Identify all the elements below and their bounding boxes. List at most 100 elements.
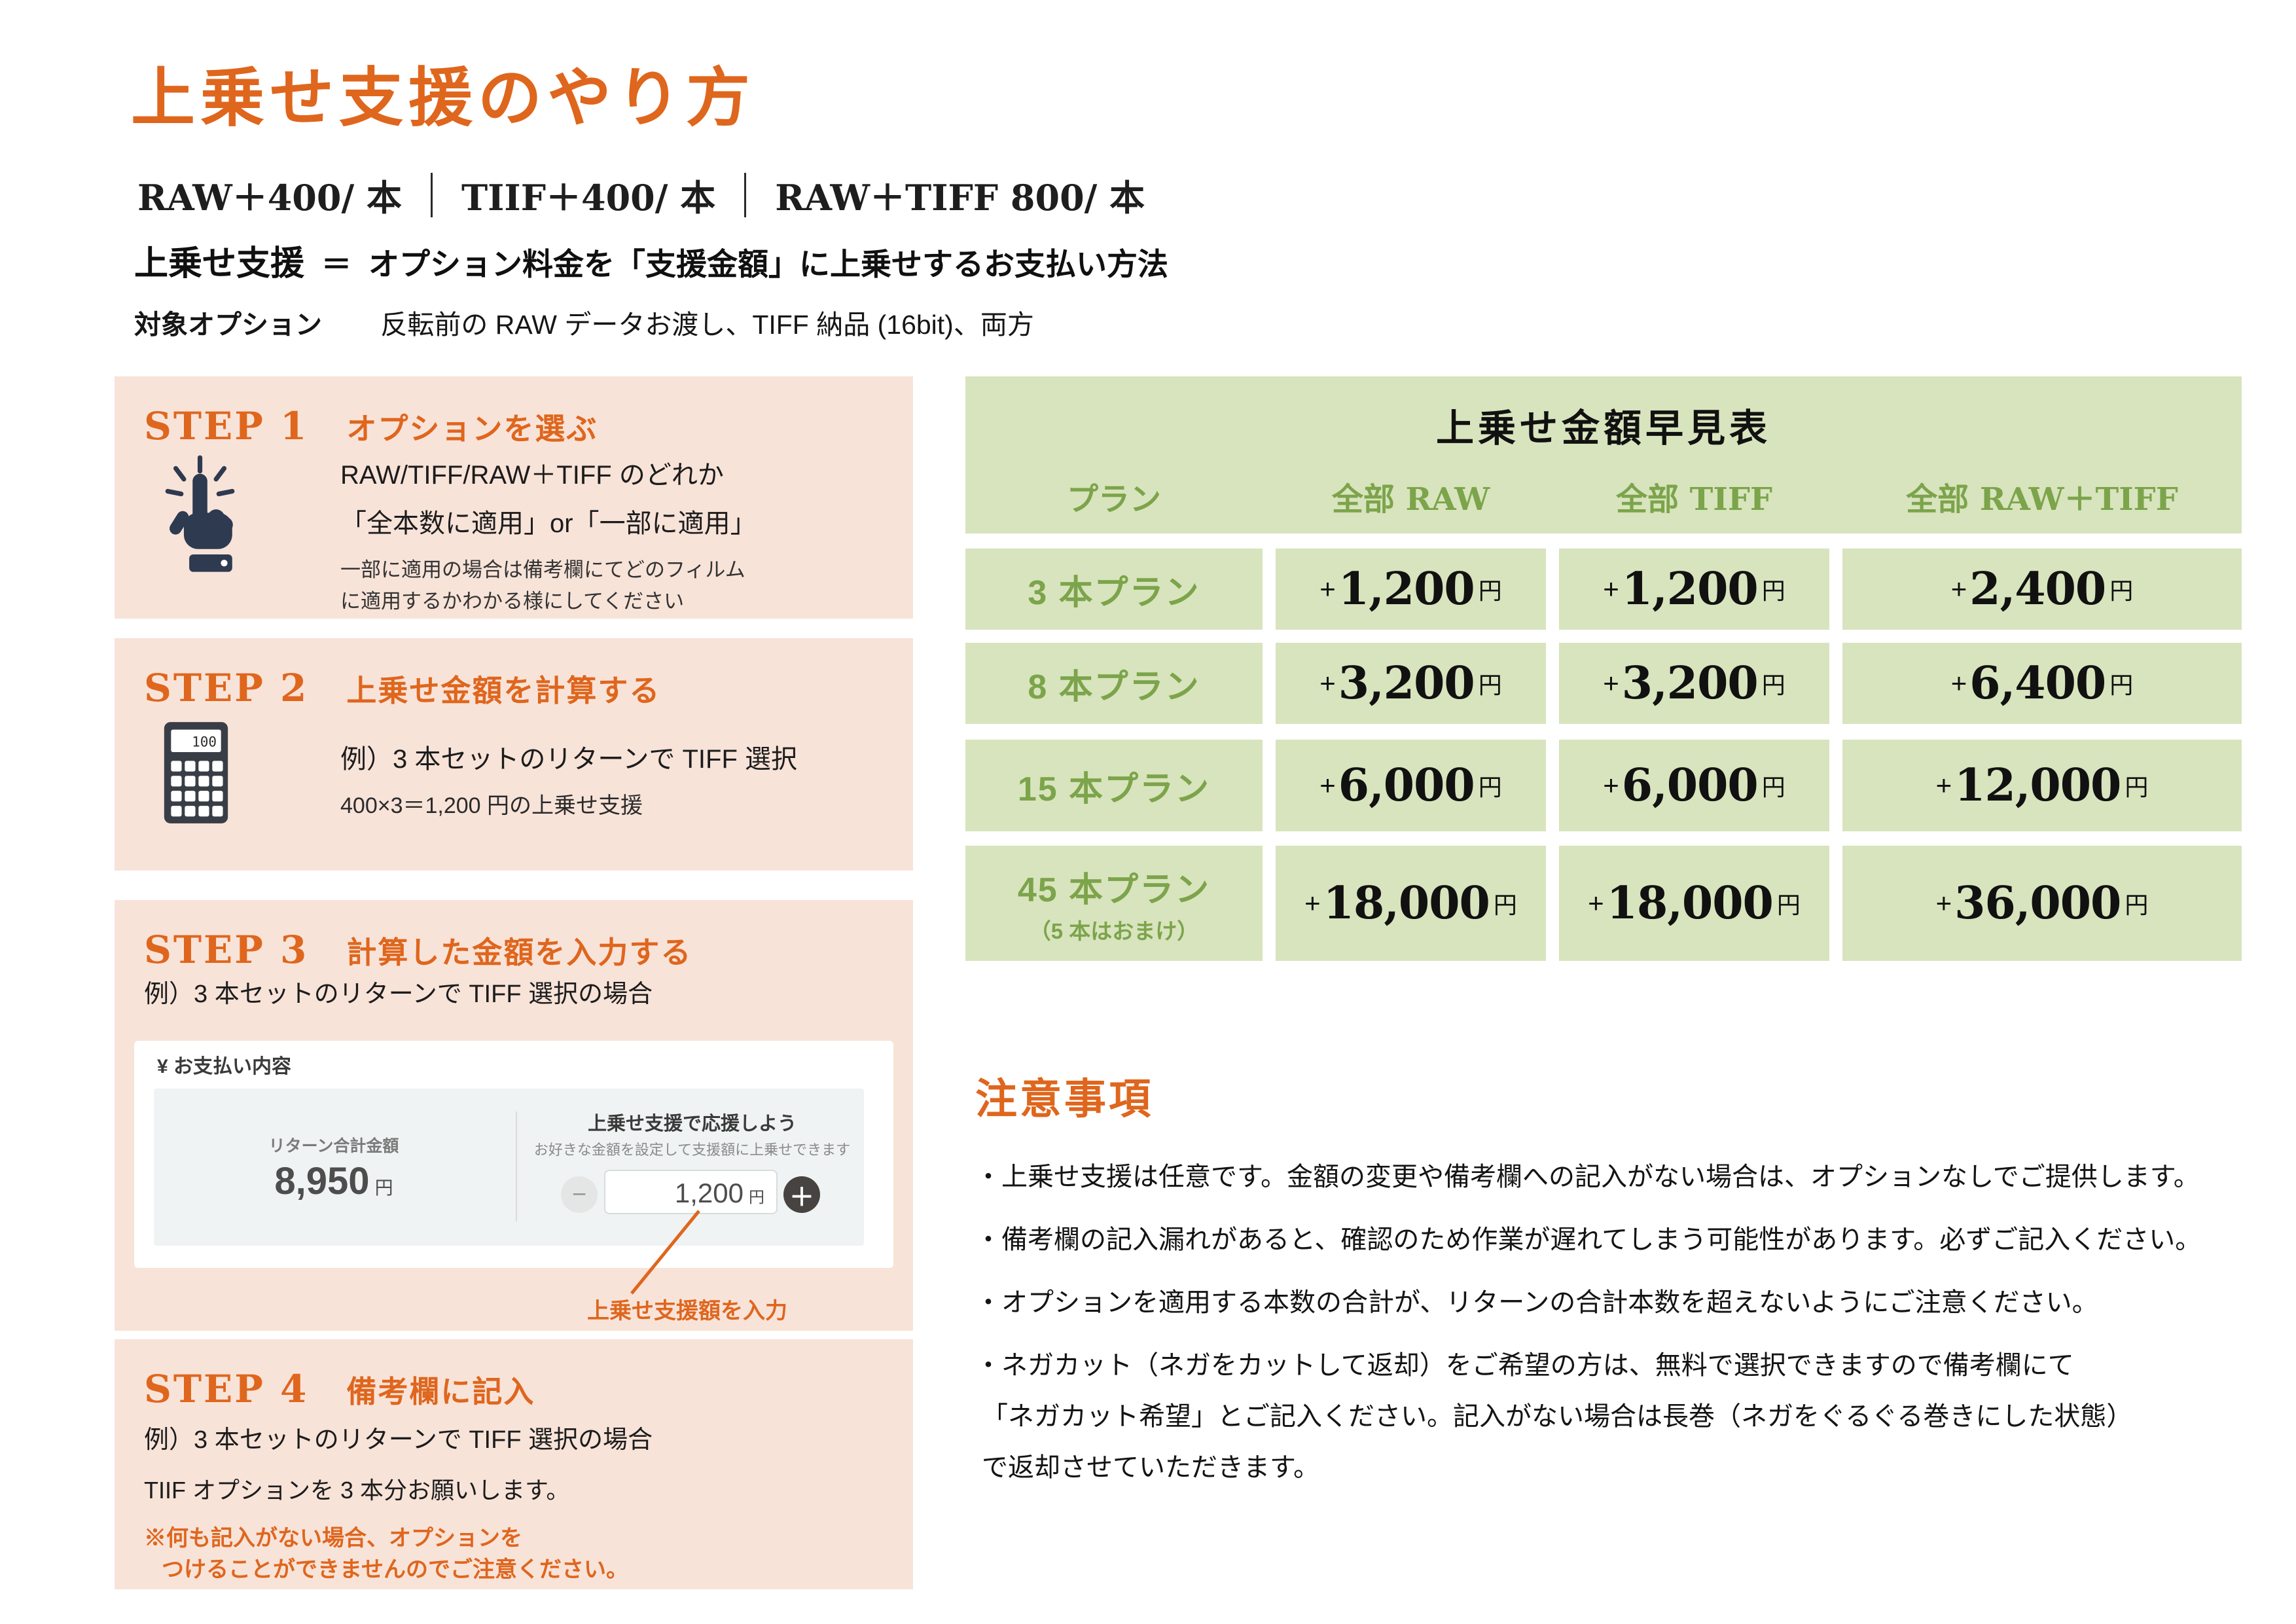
yen-unit: 円 [1478, 774, 1502, 801]
step3-number: STEP 3 [144, 928, 309, 972]
note-item: ・上乗せ支援は任意です。金額の変更や備考欄への記入がない場合は、オプションなしで… [975, 1160, 2291, 1194]
table-cell: +6,000 円 [1559, 740, 1829, 831]
plus-sign: + [1950, 668, 1967, 698]
step4-remark-example: TIIF オプションを 3 本分お願いします。 [144, 1477, 570, 1504]
note-line: ・備考欄の記入漏れがあると、確認のため作業が遅れてしまう可能性があります。必ずご… [975, 1225, 2202, 1254]
yen-unit: 円 [749, 1189, 764, 1206]
note-item: ・ネガカット（ネガをカットして返却）をご希望の方は、無料で選択できますので備考欄… [975, 1348, 2291, 1485]
amount-value: 2,400 [1969, 563, 2106, 615]
note-line: 「ネガカット希望」とご記入ください。記入がない場合は長巻（ネガをぐるぐる巻きにし… [982, 1402, 2133, 1431]
amount-value: 18,000 [1606, 877, 1774, 929]
price-item-raw-tiff: RAW＋TIFF 800/ 本 [775, 177, 1145, 219]
plan-name: 3 本プラン [1028, 573, 1200, 612]
amount-value: 6,000 [1338, 759, 1475, 812]
notes-title: 注意事項 [975, 1075, 1153, 1123]
amount-value: 1,200 [1338, 563, 1475, 615]
target-option-line: 対象オプション 反転前の RAW データお渡し、TIFF 納品 (16bit)、… [134, 302, 1034, 342]
calculator-display: 100 [192, 734, 217, 749]
yen-unit: 円 [2125, 774, 2149, 801]
table-row-plan: 45 本プラン （5 本はおまけ） [965, 846, 1263, 961]
price-item-tiff: TIIF＋400/ 本 [461, 177, 716, 219]
yen-unit: 円 [1761, 672, 1785, 698]
yen-unit: 円 [374, 1178, 393, 1198]
table-row-plan: 15 本プラン [965, 740, 1263, 831]
boost-support-subtitle: お好きな金額を設定して支援額に上乗せできます [533, 1142, 851, 1158]
definition-term: 上乗せ支援 [134, 245, 305, 283]
plan-name: 15 本プラン [1017, 770, 1211, 808]
step4-number: STEP 4 [144, 1367, 309, 1411]
step1-title: オプションを選ぶ [346, 412, 598, 446]
yen-unit: 円 [1478, 672, 1502, 698]
table-cell: +3,200 円 [1559, 643, 1829, 724]
target-option-label: 対象オプション [134, 310, 322, 340]
notes-list: ・上乗せ支援は任意です。金額の変更や備考欄への記入がない場合は、オプションなしで… [975, 1160, 2291, 1513]
step2-box: STEP 2 上乗せ金額を計算する 100 例）3 本セットのリターンで TIF… [115, 638, 913, 871]
boost-support-title: 上乗せ支援で応援しよう [587, 1113, 797, 1134]
column-header-tiff: 全部 TIFF [1615, 481, 1773, 518]
definition-text: オプション料金を「支援金額」に上乗せするお支払い方法 [368, 247, 1169, 281]
step1-note-line: に適用するかわかる様にしてください [340, 590, 685, 613]
column-header-plan: プラン [1066, 481, 1161, 518]
yen-unit: 円 [2109, 672, 2134, 698]
step2-calculation-line: 400×3＝1,200 円の上乗せ支援 [340, 793, 643, 818]
plus-sign: + [1603, 573, 1619, 604]
column-header-raw: 全部 RAW [1331, 481, 1490, 518]
annotation-label: 上乗せ支援額を入力 [587, 1299, 787, 1324]
table-cell: +18,000 円 [1559, 846, 1829, 961]
note-line: で返却させていただきます。 [982, 1453, 1319, 1482]
increase-amount-button[interactable]: ＋ [783, 1176, 820, 1213]
plus-sign: + [1935, 888, 1952, 918]
step3-title: 計算した金額を入力する [346, 935, 692, 969]
boost-amount-value: 1,200 [674, 1178, 744, 1208]
payment-panel: リターン合計金額 8,950 円 上乗せ支援で応援しよう お好きな金額を設定して支… [154, 1089, 864, 1246]
step4-heading: STEP 4 備考欄に記入 [144, 1367, 535, 1411]
amount-value: 18,000 [1323, 877, 1490, 929]
return-total-value: 8,950 円 [154, 1159, 514, 1203]
table-cell: +36,000 円 [1842, 846, 2242, 961]
target-option-value: 反転前の RAW データお渡し、TIFF 納品 (16bit)、両方 [380, 310, 1034, 340]
divider [430, 172, 433, 217]
step1-line: RAW/TIFF/RAW＋TIFF のどれか [340, 461, 724, 490]
column-header-raw-tiff: 全部 RAW＋TIFF [1906, 481, 2178, 518]
table-cell: +6,400 円 [1842, 643, 2242, 724]
decrease-amount-button[interactable]: − [561, 1176, 598, 1213]
amount-value: 3,200 [1338, 657, 1475, 710]
yen-unit: 円 [2109, 577, 2134, 604]
table-cell: +3,200 円 [1276, 643, 1546, 724]
plus-sign: + [1935, 770, 1952, 801]
table-cell: +1,200 円 [1559, 549, 1829, 630]
step4-title: 備考欄に記入 [346, 1375, 535, 1409]
price-item-raw: RAW＋400/ 本 [137, 177, 402, 219]
table-row-plan: 8 本プラン [965, 643, 1263, 724]
step2-number: STEP 2 [144, 666, 309, 710]
surcharge-table: 上乗せ金額早見表 プラン 全部 RAW 全部 TIFF 全部 RAW＋TIFF … [965, 376, 2242, 962]
plus-sign: + [1603, 770, 1619, 801]
yen-unit: 円 [1761, 577, 1785, 604]
amount-value: 3,200 [1621, 657, 1759, 710]
plus-sign: + [1319, 573, 1336, 604]
amount-value: 36,000 [1954, 877, 2121, 929]
page-title: 上乗せ支援のやり方 [131, 62, 756, 134]
divider [516, 1111, 517, 1221]
option-price-line: RAW＋400/ 本 TIIF＋400/ 本 RAW＋TIFF 800/ 本 [137, 169, 1145, 221]
table-cell: +2,400 円 [1842, 549, 2242, 630]
note-line: ・上乗せ支援は任意です。金額の変更や備考欄への記入がない場合は、オプションなしで… [975, 1163, 2200, 1191]
amount-value: 6,400 [1969, 657, 2106, 710]
boost-amount-input[interactable]: 1,200 円 [604, 1170, 778, 1214]
amount-value: 1,200 [1621, 563, 1759, 615]
step1-note-line: 一部に適用の場合は備考欄にてどのフィルム [340, 558, 745, 581]
table-cell: +18,000 円 [1276, 846, 1546, 961]
amount-value: 12,000 [1954, 759, 2121, 812]
step1-number: STEP 1 [144, 404, 309, 448]
step1-line: 「全本数に適用」or「一部に適用」 [340, 509, 757, 538]
definition-line: 上乗せ支援 ＝ オプション料金を「支援金額」に上乗せするお支払い方法 [134, 236, 1168, 285]
yen-unit: 円 [1776, 892, 1801, 918]
payment-screenshot-card: ¥ お支払い内容 リターン合計金額 8,950 円 上乗せ支援で応援しよう お好き… [134, 1041, 893, 1268]
table-title: 上乗せ金額早見表 [1435, 407, 1771, 450]
step4-example-line: 例）3 本セットのリターンで TIFF 選択の場合 [144, 1426, 653, 1454]
plus-sign: + [1603, 668, 1619, 698]
step4-box: STEP 4 備考欄に記入 例）3 本セットのリターンで TIFF 選択の場合 … [115, 1339, 913, 1589]
note-line: ・オプションを適用する本数の合計が、リターンの合計本数を超えないようにご注意くだ… [975, 1288, 2098, 1317]
step3-example-line: 例）3 本セットのリターンで TIFF 選択の場合 [144, 981, 653, 1008]
